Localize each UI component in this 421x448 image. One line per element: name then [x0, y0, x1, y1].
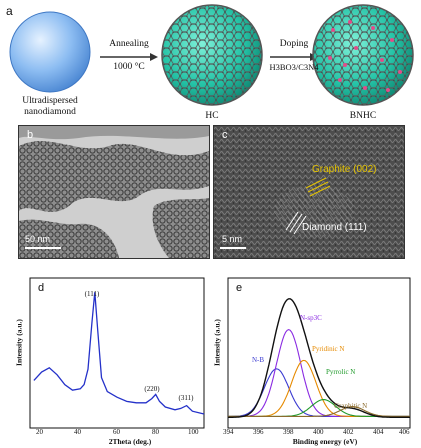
- xps-xtick: 400: [313, 428, 324, 436]
- xrd-xtick: 20: [36, 428, 43, 436]
- panel-a-label: a: [6, 4, 13, 18]
- sphere3-caption: BNHC: [349, 111, 377, 121]
- xrd-y-axis-label: Intensity (a.u.): [14, 319, 24, 366]
- xrd-plot-frame: [29, 277, 205, 429]
- graphite-annotation: Graphite (002): [312, 164, 377, 175]
- diamond-annotation: Diamond (111): [302, 222, 367, 233]
- xps-xtick: 396: [253, 428, 264, 436]
- arrow1-top-label: Annealing: [109, 39, 149, 49]
- peak-111-label: (111): [84, 290, 100, 298]
- nsp3c-label: N-sp3C: [300, 314, 322, 322]
- peak-311-label: (311): [178, 394, 194, 402]
- xps-plot-frame: [227, 277, 411, 429]
- xps-x-axis-label: Binding energy (eV): [292, 437, 358, 446]
- xrd-pattern-line: [33, 292, 205, 415]
- panel-b-micrograph: 50 nm b: [18, 125, 210, 259]
- xrd-x-axis-label: 2Theta (deg.): [108, 437, 152, 446]
- nanodiamond-sphere: [9, 11, 91, 93]
- xrd-x-ticks: 20 40 60 80 100: [0, 428, 210, 438]
- pyrrolic-label: Pyrrolic N: [326, 368, 356, 376]
- graphitic-label: Graphitic N: [334, 402, 368, 410]
- arrow2-bottom-label: H3BO3/C3N4: [269, 62, 319, 72]
- nb-label: N-B: [252, 356, 265, 364]
- xps-xtick: 404: [373, 428, 384, 436]
- xps-component-n-b: [228, 368, 410, 417]
- sphere1-caption-line2: nanodiamond: [24, 107, 76, 117]
- xrd-xtick: 80: [152, 428, 159, 436]
- xps-envelope: [228, 298, 410, 418]
- arrow2-top-label: Doping: [279, 39, 309, 49]
- sphere2-caption: HC: [205, 111, 219, 121]
- panel-c-micrograph: c Graphite (002) Diamond (111) 5 nm: [213, 125, 405, 259]
- xps-chart: [227, 277, 411, 429]
- panel-e-label: e: [236, 282, 243, 294]
- peak-220-label: (220): [144, 385, 160, 393]
- xps-y-axis-label: Intensity (a.u.): [212, 319, 222, 366]
- panel-d-label: d: [38, 282, 45, 294]
- panel-b-label: b: [27, 129, 34, 141]
- xrd-chart: [29, 277, 205, 429]
- xrd-xtick: 60: [113, 428, 120, 436]
- scale-label-c: 5 nm: [222, 234, 243, 244]
- panel-a-schematic: [9, 4, 414, 106]
- sphere1-caption-line1: Ultradispersed: [22, 96, 78, 106]
- scale-label-b: 50 nm: [25, 234, 51, 244]
- xrd-xtick: 100: [188, 428, 199, 436]
- pyridinic-label: Pyridinic N: [312, 345, 345, 353]
- xps-xtick: 398: [283, 428, 294, 436]
- xrd-xtick: 40: [74, 428, 81, 436]
- xps-xtick: 406: [399, 428, 410, 436]
- xps-xtick: 394: [223, 428, 234, 436]
- xps-component-graphitic-n: [228, 406, 410, 417]
- sphere1-caption: Ultradispersed nanodiamond: [5, 96, 95, 118]
- xps-x-ticks: 394 396 398 400 402 404 406: [210, 428, 421, 438]
- xps-xtick: 402: [343, 428, 354, 436]
- dopant-atoms: [328, 20, 402, 92]
- arrow1-bottom-label: 1000 °C: [113, 62, 145, 72]
- xps-component-n-sp3c: [228, 328, 410, 417]
- panel-c-label: c: [222, 129, 228, 141]
